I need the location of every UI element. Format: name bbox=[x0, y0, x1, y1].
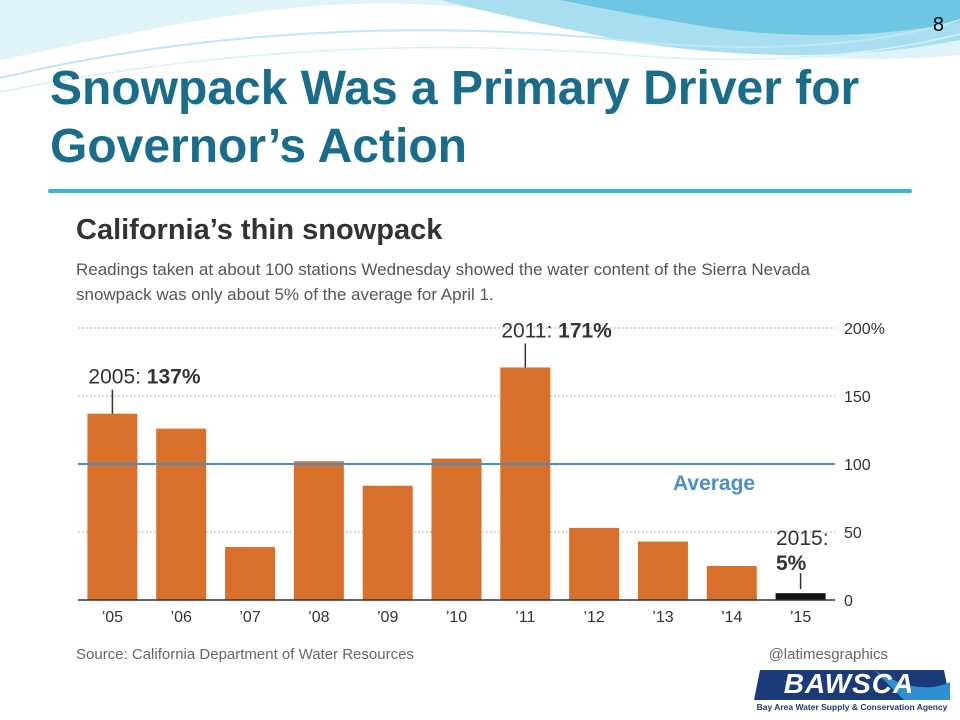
bawsca-logo: BAWSCA Bay Area Water Supply & Conservat… bbox=[754, 668, 950, 714]
bar-2015 bbox=[775, 593, 826, 600]
chart-credit: @latimesgraphics bbox=[768, 646, 888, 663]
bar bbox=[362, 485, 413, 600]
x-tick-label: ’14 bbox=[721, 609, 742, 626]
x-tick-label: ’06 bbox=[171, 609, 192, 626]
annotation-prefix: 2011: bbox=[501, 319, 558, 342]
annotation-value: 171% bbox=[558, 319, 612, 342]
bar bbox=[225, 546, 276, 600]
y-tick-label: 0 bbox=[844, 593, 853, 610]
logo-mark-icon bbox=[754, 670, 950, 700]
average-label: Average bbox=[673, 472, 755, 495]
x-tick-label: ’09 bbox=[377, 609, 398, 626]
logo-name: BAWSCA bbox=[783, 668, 915, 699]
x-tick-label: ’11 bbox=[515, 609, 535, 626]
x-tick-label: ’15 bbox=[790, 609, 811, 626]
bar bbox=[569, 527, 620, 600]
x-tick-label: ’08 bbox=[308, 609, 329, 626]
bar bbox=[706, 566, 757, 600]
annotation-label: 2005: 137% bbox=[88, 366, 200, 389]
annotation-label: 2011: 171% bbox=[501, 319, 612, 342]
chart-source: Source: California Department of Water R… bbox=[76, 646, 414, 663]
x-tick-label: ’07 bbox=[239, 609, 260, 626]
x-tick-label: ’10 bbox=[446, 609, 467, 626]
annotation-prefix: 2005: bbox=[88, 366, 146, 389]
title-underline bbox=[48, 189, 912, 193]
annotation-prefix: 2015: bbox=[776, 527, 829, 550]
y-tick-label: 100 bbox=[844, 457, 871, 474]
bar bbox=[431, 458, 482, 600]
slide-title: Snowpack Was a Primary Driver for Govern… bbox=[50, 62, 860, 173]
snowpack-bar-chart: 0 50 100 150 200% Average ’05 ’06 ’07 ’08 ’09 ’10 ’1… bbox=[78, 319, 885, 626]
bar bbox=[156, 428, 207, 600]
annotation-value: 137% bbox=[147, 366, 201, 389]
bar bbox=[87, 413, 138, 600]
x-tick-label: ’12 bbox=[583, 609, 604, 626]
x-tick-label: ’05 bbox=[102, 609, 123, 626]
bar bbox=[500, 367, 551, 600]
annotation-value: 5% bbox=[776, 552, 807, 575]
header-wave-decoration bbox=[0, 0, 960, 93]
chart-subtitle: Readings taken at about 100 stations Wed… bbox=[76, 260, 810, 304]
y-tick-label: 50 bbox=[844, 525, 862, 542]
chart-title: California’s thin snowpack bbox=[76, 214, 443, 246]
logo-tagline: Bay Area Water Supply & Conservation Age… bbox=[756, 702, 948, 712]
bar bbox=[637, 541, 688, 600]
y-tick-label: 150 bbox=[844, 389, 871, 406]
page-number: 8 bbox=[932, 14, 944, 36]
bar bbox=[293, 461, 344, 600]
x-tick-label: ’13 bbox=[652, 609, 673, 626]
chart-panel: 0 50 100 150 200% Average ’05 ’06 ’07 ’08 ’09 ’10 ’1… bbox=[60, 200, 900, 670]
y-tick-label: 200% bbox=[844, 321, 885, 338]
